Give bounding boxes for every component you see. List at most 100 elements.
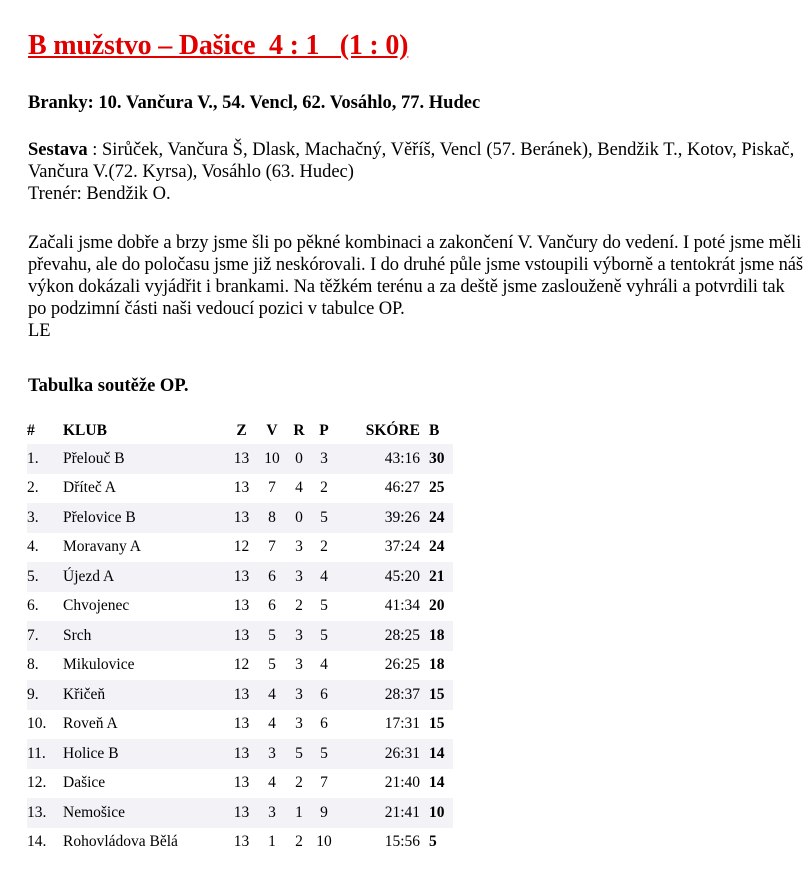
table-cell: 5 xyxy=(268,626,276,644)
table-cell: 7 xyxy=(268,538,276,556)
column-header: SKÓRE xyxy=(365,422,420,439)
table-cell: 3 xyxy=(295,685,303,703)
table-cell: 0 xyxy=(295,449,303,467)
table-cell: 21:40 xyxy=(384,774,420,792)
table-cell: 13 xyxy=(233,449,250,467)
table-cell: 14 xyxy=(429,774,445,792)
column-header: B xyxy=(429,422,440,439)
table-row: 5. Újezd A 13 6 3 4 45:20 21 xyxy=(27,562,453,592)
table-cell: 4 xyxy=(320,567,328,585)
table-cell: 13 xyxy=(233,626,250,644)
table-cell: 14 xyxy=(429,744,445,762)
table-cell: 4 xyxy=(320,656,328,674)
table-cell: 1 xyxy=(295,803,303,821)
table-cell: 13 xyxy=(233,744,250,762)
column-header: V xyxy=(266,422,278,439)
column-header: # xyxy=(27,422,35,439)
table-cell: 21 xyxy=(429,567,445,585)
table-cell: 4 xyxy=(268,685,276,703)
table-cell: 8. xyxy=(27,656,39,674)
coach: Trenér: Bendžik O. xyxy=(28,184,171,204)
table-cell: 13. xyxy=(27,803,47,821)
table-cell: 13 xyxy=(233,774,250,792)
match-report: Začali jsme dobře a brzy jsme šli po pěk… xyxy=(28,232,803,342)
table-cell: 14. xyxy=(27,833,47,851)
table-cell: Nemošice xyxy=(63,803,125,821)
table-cell: 4 xyxy=(268,715,276,733)
table-cell: 20 xyxy=(429,597,445,615)
column-header: R xyxy=(293,422,305,439)
table-cell: 26:31 xyxy=(384,744,420,762)
table-cell: 5 xyxy=(320,508,328,526)
table-cell: 3 xyxy=(268,803,276,821)
table-cell: 0 xyxy=(295,508,303,526)
table-cell: 9. xyxy=(27,685,39,703)
table-cell: 13 xyxy=(233,567,250,585)
table-cell: 46:27 xyxy=(384,479,420,497)
table-cell: 7 xyxy=(320,774,328,792)
table-cell: 8 xyxy=(268,508,276,526)
table-cell: 1 xyxy=(268,833,276,851)
table-cell: 13 xyxy=(233,597,250,615)
table-cell: 2 xyxy=(295,774,303,792)
table-cell: 6. xyxy=(27,597,39,615)
table-cell: 3 xyxy=(295,567,303,585)
table-cell: 7. xyxy=(27,626,39,644)
column-header: Z xyxy=(236,422,247,439)
table-cell: 5 xyxy=(320,597,328,615)
table-cell: 18 xyxy=(429,626,445,644)
table-cell: 39:26 xyxy=(384,508,420,526)
table-cell: 10 xyxy=(264,449,280,467)
author: LE xyxy=(28,321,51,341)
table-cell: 3 xyxy=(268,744,276,762)
table-row: 7. Srch 13 5 3 5 28:25 18 xyxy=(27,621,453,651)
table-cell: Roveň A xyxy=(63,715,118,733)
table-cell: 28:37 xyxy=(384,685,420,703)
table-cell: 7 xyxy=(268,479,276,497)
table-cell: Holice B xyxy=(63,744,119,762)
table-cell: 3 xyxy=(320,449,328,467)
table-cell: Rohovládova Bělá xyxy=(63,833,178,851)
table-cell: 15 xyxy=(429,715,445,733)
table-cell: 2 xyxy=(320,538,328,556)
table-cell: 41:34 xyxy=(384,597,420,615)
table-row: 9. Křičeň 13 4 3 6 28:37 15 xyxy=(27,680,453,710)
table-cell: 4 xyxy=(295,479,303,497)
table-cell: 11. xyxy=(27,744,46,762)
table-cell: Přelovice B xyxy=(63,508,136,526)
table-cell: 13 xyxy=(233,833,250,851)
report-text: Začali jsme dobře a brzy jsme šli po pěk… xyxy=(28,233,803,319)
table-cell: 3 xyxy=(295,626,303,644)
table-cell: Chvojenec xyxy=(63,597,130,615)
table-cell: 6 xyxy=(320,715,328,733)
table-row: 6. Chvojenec 13 6 2 5 41:34 20 xyxy=(27,592,453,622)
table-cell: 1. xyxy=(27,449,39,467)
match-title: B mužstvo – Dašice 4 : 1 (1 : 0) xyxy=(28,30,409,61)
table-cell: 43:16 xyxy=(384,449,420,467)
table-row: 12. Dašice 13 4 2 7 21:40 14 xyxy=(27,769,453,799)
table-row: 4. Moravany A 12 7 3 2 37:24 24 xyxy=(27,533,453,563)
table-row: 8. Mikulovice 12 5 3 4 26:25 18 xyxy=(27,651,453,681)
table-cell: Dřítеč A xyxy=(63,479,116,497)
table-cell: 3 xyxy=(295,656,303,674)
table-cell: 6 xyxy=(320,685,328,703)
table-cell: 5 xyxy=(268,656,276,674)
table-cell: Moravany A xyxy=(63,538,141,556)
table-cell: 13 xyxy=(233,685,250,703)
table-cell: 26:25 xyxy=(384,656,420,674)
table-row: 3. Přelovice B 13 8 0 5 39:26 24 xyxy=(27,503,453,533)
table-cell: 10 xyxy=(316,833,332,851)
table-cell: 3. xyxy=(27,508,39,526)
table-cell: 10. xyxy=(27,715,47,733)
column-header: P xyxy=(319,422,329,439)
table-cell: 45:20 xyxy=(384,567,420,585)
table-cell: Újezd A xyxy=(63,567,115,585)
table-cell: 4 xyxy=(268,774,276,792)
table-cell: 25 xyxy=(429,479,445,497)
table-cell: 28:25 xyxy=(384,626,420,644)
table-cell: Křičeň xyxy=(63,685,106,703)
column-header: KLUB xyxy=(63,422,107,439)
table-cell: 18 xyxy=(429,656,445,674)
table-cell: 37:24 xyxy=(384,538,420,556)
table-cell: 3 xyxy=(295,538,303,556)
